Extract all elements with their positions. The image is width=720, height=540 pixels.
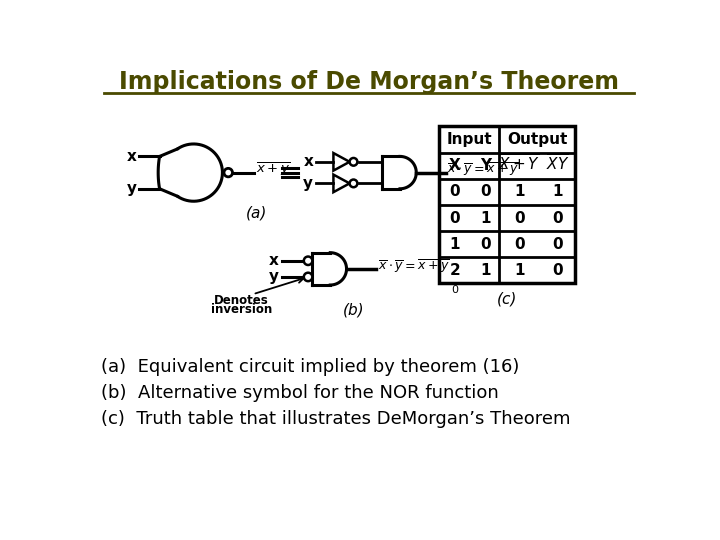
Text: (a)  Equivalent circuit implied by theorem (16): (a) Equivalent circuit implied by theore…	[101, 357, 519, 376]
Text: $\overline{x}\cdot\overline{y}=\overline{x+y}$: $\overline{x}\cdot\overline{y}=\overline…	[377, 257, 449, 274]
Text: X: X	[449, 158, 461, 173]
Text: 0: 0	[514, 237, 525, 252]
Text: (b): (b)	[343, 302, 364, 317]
Text: 1: 1	[514, 263, 525, 278]
Text: y: y	[303, 176, 313, 191]
Text: 2: 2	[450, 263, 460, 278]
Text: (b)  Alternative symbol for the NOR function: (b) Alternative symbol for the NOR funct…	[101, 384, 498, 402]
Text: (a): (a)	[246, 205, 267, 220]
Text: (c)  Truth table that illustrates DeMorgan’s Theorem: (c) Truth table that illustrates DeMorga…	[101, 410, 570, 428]
Text: y: y	[126, 181, 136, 196]
Circle shape	[304, 273, 312, 281]
Circle shape	[304, 256, 312, 265]
Text: 1: 1	[480, 211, 490, 226]
Text: $\overline{x}\cdot\overline{y}=\overline{x+y}$: $\overline{x}\cdot\overline{y}=\overline…	[447, 161, 519, 178]
Text: Output: Output	[507, 132, 567, 147]
Text: 0: 0	[451, 285, 459, 295]
Text: 0: 0	[450, 211, 460, 226]
Text: 1: 1	[514, 184, 525, 199]
Text: Y: Y	[480, 158, 491, 173]
Text: 0: 0	[552, 211, 562, 226]
Text: Input: Input	[446, 132, 492, 147]
Text: 0: 0	[552, 263, 562, 278]
Text: 1: 1	[450, 237, 460, 252]
Text: $\overline{x+y}$: $\overline{x+y}$	[256, 161, 290, 178]
Text: Denotes: Denotes	[214, 294, 269, 307]
Circle shape	[224, 168, 233, 177]
Text: $\overline{XY}$: $\overline{XY}$	[546, 154, 569, 174]
Text: y: y	[269, 269, 279, 285]
Circle shape	[350, 158, 357, 166]
Text: 0: 0	[480, 184, 490, 199]
Text: inversion: inversion	[210, 303, 271, 316]
Bar	[438, 126, 575, 284]
Circle shape	[350, 179, 357, 187]
Text: 1: 1	[552, 184, 562, 199]
Text: 0: 0	[450, 184, 460, 199]
Text: x: x	[303, 154, 313, 170]
Text: 0: 0	[514, 211, 525, 226]
Text: 1: 1	[480, 263, 490, 278]
Text: 0: 0	[552, 237, 562, 252]
Text: x: x	[127, 149, 136, 164]
Text: $\overline{X+Y}$: $\overline{X+Y}$	[498, 154, 541, 174]
Text: 0: 0	[480, 237, 490, 252]
Text: x: x	[269, 253, 279, 268]
Text: Implications of De Morgan’s Theorem: Implications of De Morgan’s Theorem	[119, 70, 619, 94]
Text: (c): (c)	[497, 292, 517, 306]
